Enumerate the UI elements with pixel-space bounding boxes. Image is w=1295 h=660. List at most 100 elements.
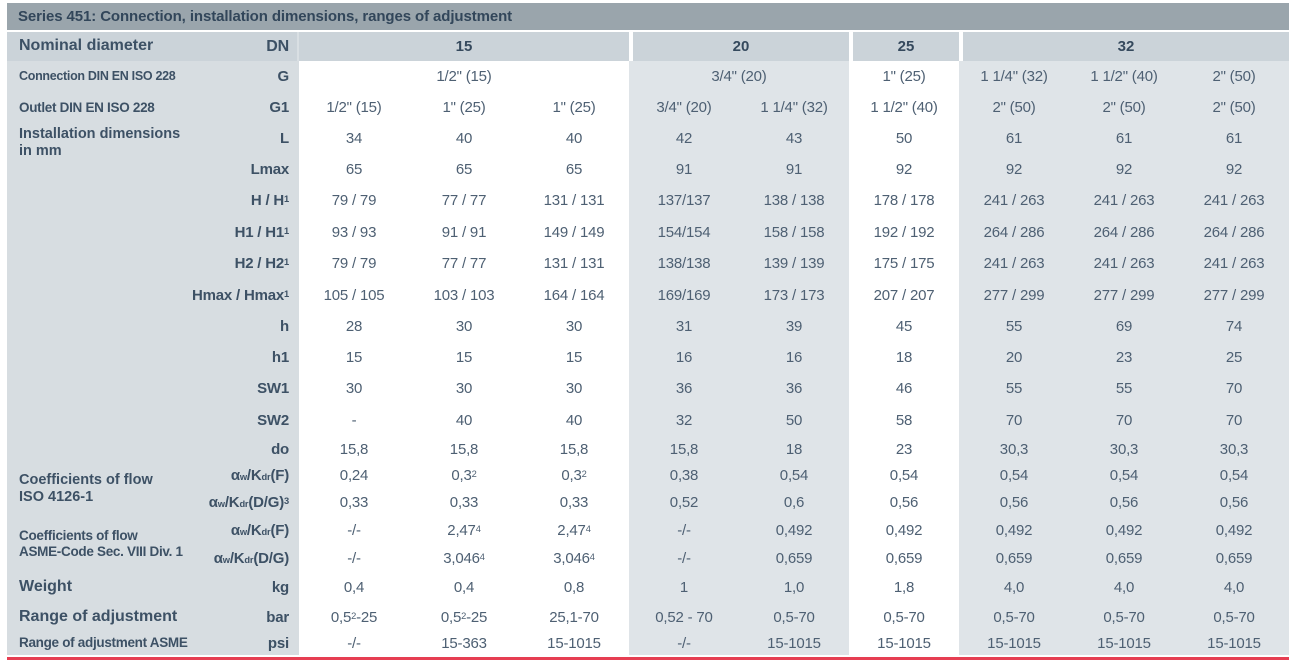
dn-param-label: DN xyxy=(266,37,289,55)
value-cell: 15,8 xyxy=(299,436,409,462)
value-cell: 4,0 xyxy=(1179,572,1289,603)
value-cell: 207 / 207 xyxy=(849,279,959,311)
value-cell: 50 xyxy=(739,404,849,436)
value-cell: 264 / 286 xyxy=(1179,216,1289,248)
value-cell: 0,3 2 xyxy=(409,462,519,488)
row-group-label: Coefficients of flow ISO 4126-1 xyxy=(19,471,153,505)
value-cell: 192 / 192 xyxy=(849,216,959,248)
value-cell: 34 xyxy=(299,123,409,154)
value-cell: 30,3 xyxy=(1179,436,1289,462)
value-cell: 131 / 131 xyxy=(519,248,629,279)
row-param-label: h xyxy=(280,318,289,335)
value-cell: 158 / 158 xyxy=(739,216,849,248)
value-cell: 138/138 xyxy=(629,248,739,279)
value-cell: 0,54 xyxy=(739,462,849,488)
value-cell: 15-363 xyxy=(409,631,519,655)
dn-size-header: 25 xyxy=(853,32,959,61)
row-param-label: α w/K dr (D/G) 3 xyxy=(208,493,289,511)
value-cell: 131 / 131 xyxy=(519,185,629,216)
value-cell: 0,54 xyxy=(1069,462,1179,488)
value-cell: 1" (25) xyxy=(849,61,959,92)
row-param-label: α w/K dr (F) xyxy=(230,521,289,539)
value-cell: 55 xyxy=(959,311,1069,342)
value-cell: 4,0 xyxy=(1069,572,1179,603)
value-cell: 241 / 263 xyxy=(1069,248,1179,279)
value-cell: 1 1/2" (40) xyxy=(1069,61,1179,92)
value-cell: 55 xyxy=(959,373,1069,404)
value-cell: 30 xyxy=(409,373,519,404)
value-cell: 1 xyxy=(629,572,739,603)
value-cell: 149 / 149 xyxy=(519,216,629,248)
value-cell: 0,33 xyxy=(409,488,519,516)
value-cell: 70 xyxy=(1179,404,1289,436)
row-param-label: SW2 xyxy=(257,411,289,429)
value-cell: 92 xyxy=(1069,154,1179,185)
row-param-label: Lmax xyxy=(250,161,290,178)
value-cell: 0,54 xyxy=(959,462,1069,488)
value-cell: 40 xyxy=(409,404,519,436)
value-cell: 0,38 xyxy=(629,462,739,488)
value-cell: 0,4 xyxy=(299,572,409,603)
row-param-label: α w/K dr (D/G) xyxy=(213,549,289,567)
value-cell: 55 xyxy=(1069,373,1179,404)
dn-size-header: 15 xyxy=(299,32,629,61)
value-cell: 18 xyxy=(739,436,849,462)
row-param-label: G xyxy=(277,68,290,85)
value-cell: 2" (50) xyxy=(1069,92,1179,123)
value-cell: 15-1015 xyxy=(739,631,849,655)
value-cell: 36 xyxy=(629,373,739,404)
row-group-label: Installation dimensions in mm xyxy=(19,126,181,160)
value-cell: 0,5-70 xyxy=(739,603,849,631)
row-param-label: G1 xyxy=(269,99,289,116)
value-cell: 45 xyxy=(849,311,959,342)
value-cell: 15-1015 xyxy=(1069,631,1179,655)
row-param-label: H2 / H2 1 xyxy=(234,255,290,272)
nominal-diameter-label: Nominal diameter xyxy=(19,37,154,55)
value-cell: 0,492 xyxy=(1069,516,1179,544)
value-cell: 0,3 2 xyxy=(519,462,629,488)
value-cell: 23 xyxy=(1069,342,1179,373)
value-cell: 65 xyxy=(409,154,519,185)
value-cell: 2,47 4 xyxy=(519,516,629,544)
value-cell: 0,33 xyxy=(299,488,409,516)
value-cell: 15,8 xyxy=(519,436,629,462)
value-cell: 28 xyxy=(299,311,409,342)
value-cell: 0,33 xyxy=(519,488,629,516)
value-cell: 0,492 xyxy=(1179,516,1289,544)
value-cell: 0,56 xyxy=(1179,488,1289,516)
row-param-label: bar xyxy=(266,608,289,626)
value-cell: 175 / 175 xyxy=(849,248,959,279)
value-cell: 46 xyxy=(849,373,959,404)
value-cell: 77 / 77 xyxy=(409,248,519,279)
value-cell: 0,5-70 xyxy=(849,603,959,631)
value-cell: 42 xyxy=(629,123,739,154)
value-cell: 16 xyxy=(739,342,849,373)
value-cell: 0,659 xyxy=(849,544,959,572)
value-cell: 241 / 263 xyxy=(959,248,1069,279)
value-cell: 3/4" (20) xyxy=(629,61,849,92)
value-cell: 0,492 xyxy=(959,516,1069,544)
value-cell: 0,492 xyxy=(849,516,959,544)
value-cell: 241 / 263 xyxy=(1179,185,1289,216)
value-cell: 70 xyxy=(959,404,1069,436)
value-cell: 74 xyxy=(1179,311,1289,342)
value-cell: 25 xyxy=(1179,342,1289,373)
value-cell: 61 xyxy=(959,123,1069,154)
value-cell: 173 / 173 xyxy=(739,279,849,311)
value-cell: 79 / 79 xyxy=(299,185,409,216)
value-cell: 30,3 xyxy=(959,436,1069,462)
value-cell: 15-1015 xyxy=(519,631,629,655)
row-param-label: H1 / H1 1 xyxy=(234,223,290,241)
value-cell: 277 / 299 xyxy=(1179,279,1289,311)
value-cell: 15 xyxy=(299,342,409,373)
value-cell: 2" (50) xyxy=(1179,61,1289,92)
value-cell: 77 / 77 xyxy=(409,185,519,216)
value-cell: 30 xyxy=(519,373,629,404)
value-cell: 1 1/4" (32) xyxy=(739,92,849,123)
value-cell: 138 / 138 xyxy=(739,185,849,216)
value-cell: 92 xyxy=(959,154,1069,185)
value-cell: 264 / 286 xyxy=(1069,216,1179,248)
value-cell: 241 / 263 xyxy=(1069,185,1179,216)
